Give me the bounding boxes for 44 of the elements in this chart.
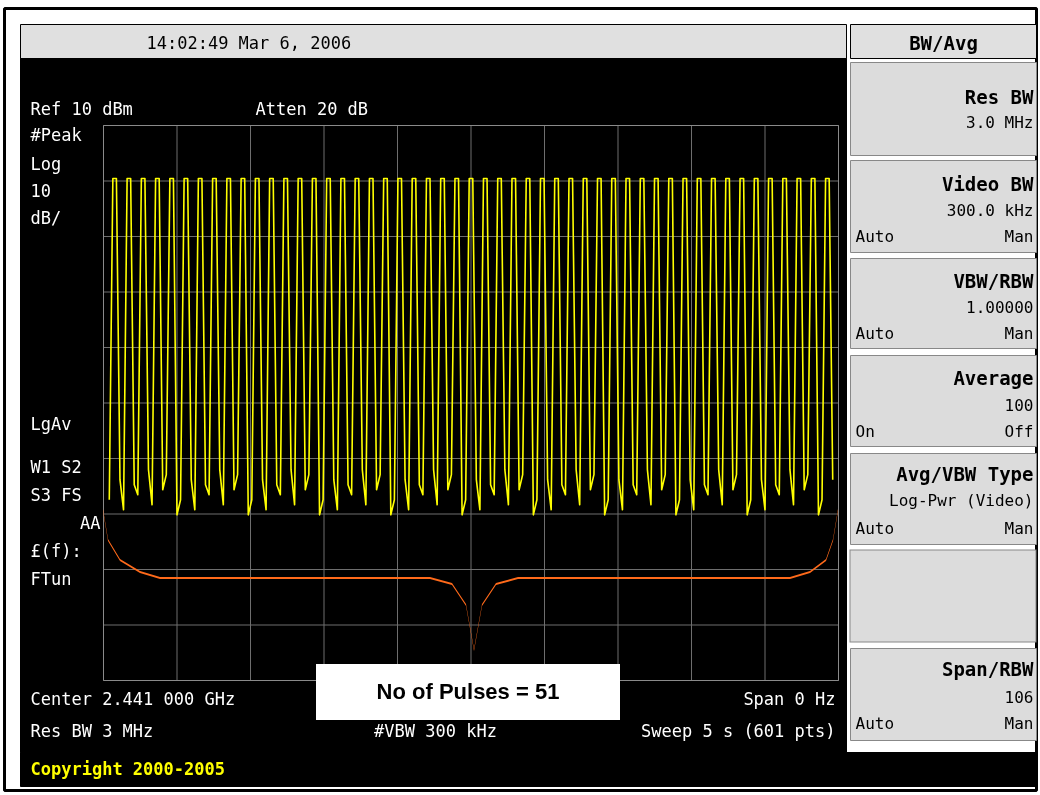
text: Span 0 Hz: [743, 688, 836, 709]
text: BW/Avg: [909, 31, 978, 54]
text: #VBW 300 kHz: [374, 720, 497, 741]
text: W1 S2: [30, 456, 82, 477]
text: Video BW: [941, 172, 1035, 195]
text: Span/RBW: [941, 657, 1035, 680]
text: 3.0 MHz: [966, 113, 1034, 132]
text: LgAv: [30, 413, 72, 434]
text: Man: [1004, 714, 1034, 733]
text: £(f):: [30, 540, 82, 561]
text: On: [855, 422, 875, 441]
text: 100: [1004, 395, 1034, 415]
text: Center 2.441 000 GHz: [30, 688, 236, 709]
text: FTun: [30, 568, 72, 589]
text: Auto: [855, 324, 895, 343]
text: Man: [1004, 324, 1034, 343]
text: Man: [1004, 227, 1034, 246]
text: 106: [1004, 687, 1034, 707]
text: 300.0 kHz: [946, 201, 1034, 220]
text: AA: [80, 512, 101, 533]
text: 10: [30, 181, 51, 201]
chart-title: 14:02:49 Mar 6, 2006: [146, 32, 352, 53]
text: #Peak: [30, 124, 82, 145]
text: Ref 10 dBm: [30, 98, 133, 119]
text: VBW/RBW: [953, 269, 1035, 292]
text: Res BW 3 MHz: [30, 720, 154, 741]
text: Copyright 2000-2005: [30, 758, 225, 779]
annotation: No of Pulses = 51: [376, 679, 560, 704]
text: Avg/VBW Type: [896, 462, 1034, 485]
text: Auto: [855, 714, 895, 733]
text: Res BW: [964, 85, 1035, 108]
label-box: No of Pulses = 51: [316, 664, 620, 720]
text: S3 FS: [30, 484, 82, 505]
text: dB/: [30, 207, 62, 228]
text: Average: [953, 366, 1034, 389]
text: Atten 20 dB: [255, 98, 369, 119]
text: Off: [1004, 422, 1034, 441]
text: 1.00000: [966, 297, 1034, 317]
text: Log-Pwr (Video): [889, 491, 1034, 510]
text: Log: [30, 153, 62, 174]
text: Sweep 5 s (601 pts): [641, 720, 836, 741]
text: Man: [1004, 519, 1034, 538]
text: Auto: [855, 519, 895, 538]
text: Auto: [855, 227, 895, 246]
